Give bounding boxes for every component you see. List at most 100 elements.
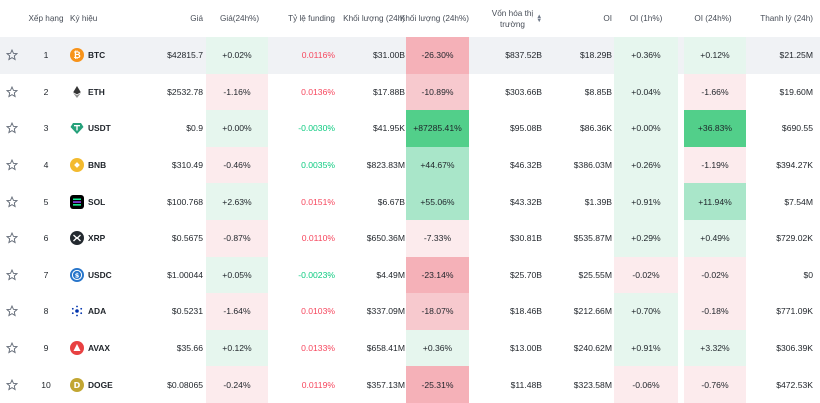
price-cell: $0.5675 [140,220,203,257]
table-row[interactable]: 6 XRP $0.5675 -0.87% 0.0110% $650.36M -7.33% $3… [0,220,820,257]
star-icon[interactable] [6,85,18,98]
header-mcap-line2: trường [500,19,525,29]
table-row[interactable]: 7 $ USDC $1.00044 +0.05% -0.0023% $4.49M -23.14… [0,256,820,294]
change-cell-value: -1.16% [223,86,251,97]
favorite-star-button[interactable] [4,37,20,74]
funding-cell: 0.0110% [268,220,335,257]
header-liquidation[interactable]: Thanh lý (24h) [760,14,813,23]
table-row[interactable]: 1 ₿ BTC $42815.7 +0.02% 0.0116% $31.00B -26.30%… [0,37,820,74]
funding-cell: 0.0136% [268,74,335,111]
funding-cell-value: -0.0030% [298,123,335,134]
symbol-cell[interactable]: $ USDC [70,257,130,294]
volume-change-cell-value: -7.33% [423,233,452,244]
rank-cell: 2 [24,74,68,111]
sort-icon[interactable]: ▲ ▼ [536,13,543,24]
table-row[interactable]: 9 AVAX $35.66 +0.12% 0.0133% $658.41M +0.36% $1… [0,329,820,367]
open-interest-cell-value: $323.58M [573,379,612,390]
oi-24h-cell-value: +0.12% [700,50,730,61]
liquidation-cell-value: $394.27K [776,160,813,171]
table-row[interactable]: 3 USDT $0.9 +0.00% -0.0030% $41.95K +87285.41%… [0,110,820,147]
symbol-cell[interactable]: ADA [70,293,130,330]
table-row[interactable]: 10 D DOGE $0.08065 -0.24% 0.0119% $357.13M -25.… [0,366,820,403]
favorite-star-button[interactable] [4,74,20,111]
volume-change-cell: -10.89% [406,73,469,111]
star-icon[interactable] [6,378,18,391]
favorite-star-button[interactable] [4,257,20,294]
symbol-cell[interactable]: SOL [70,183,130,220]
volume-change-cell: -23.14% [406,256,469,294]
table-row[interactable]: 8 ADA $0.5231 -1.64% 0.0103% $337.09M -18.07% $… [0,293,820,330]
open-interest-cell-value: $8.85B [584,86,612,97]
market-cap-cell-value: $837.52B [505,50,542,61]
volume-change-cell-value: -18.07% [421,306,454,317]
header-oi-24h[interactable]: OI (24h%) [694,14,732,23]
favorite-star-button[interactable] [4,330,20,367]
star-icon[interactable] [6,122,18,134]
oi-1h-cell: +0.04% [614,73,678,111]
market-cap-cell-value: $18.46B [509,306,542,317]
favorite-star-button[interactable] [4,147,20,184]
star-icon[interactable] [6,232,18,244]
star-icon[interactable] [6,342,18,354]
market-cap-cell: $837.52B [469,37,542,74]
star-icon[interactable] [6,268,18,281]
volume-cell-value: $6.67B [377,196,405,207]
table-row[interactable]: 5 SOL $100.768 +2.63% 0.0151% $6.67B +55.06% $4… [0,183,820,220]
volume-change-cell: +44.67% [406,146,469,184]
symbol-cell[interactable]: BNB [70,147,130,184]
symbol-cell[interactable]: XRP [70,220,130,257]
symbol-cell[interactable]: D DOGE [70,366,130,403]
star-icon[interactable] [6,159,18,171]
symbol-cell[interactable]: ₿ BTC [70,37,130,74]
open-interest-cell: $1.39B [548,183,612,220]
header-oi[interactable]: OI [603,14,612,23]
volume-change-cell: +87285.41% [406,110,469,147]
favorite-star-button[interactable] [4,110,20,147]
header-volume-change[interactable]: Khối lượng (24h%) [399,14,469,23]
favorite-star-button[interactable] [4,293,20,330]
change-cell: +0.02% [206,37,268,74]
star-icon[interactable] [6,195,18,208]
price-cell: $310.49 [140,147,203,184]
market-cap-cell-value: $46.32B [509,160,542,171]
price-cell: $0.9 [140,110,203,147]
header-volume[interactable]: Khối lượng (24h) [343,14,405,23]
header-change[interactable]: Giá(24h%) [220,14,260,23]
volume-cell-value: $357.13M [366,379,405,390]
favorite-star-button[interactable] [4,183,20,220]
symbol-cell[interactable]: AVAX [70,330,130,367]
rank-cell-value: 10 [41,379,51,390]
symbol-cell[interactable]: ETH [70,74,130,111]
header-rank[interactable]: Xếp hạng [28,14,64,23]
symbol-cell[interactable]: USDT [70,110,130,147]
open-interest-cell: $18.29B [548,37,612,74]
table-row[interactable]: 4 BNB $310.49 -0.46% 0.0035% $823.83M +44.67% $… [0,146,820,184]
favorite-star-button[interactable] [4,220,20,257]
header-price[interactable]: Giá [190,14,203,23]
favorite-star-button[interactable] [4,366,20,403]
star-icon[interactable] [6,49,18,61]
funding-cell-value: 0.0136% [301,86,335,97]
volume-change-cell-value: -10.89% [421,86,454,97]
change-cell: -0.46% [206,146,268,184]
header-oi-1h[interactable]: OI (1h%) [629,14,663,23]
header-funding[interactable]: Tỷ lệ funding [288,14,335,23]
funding-cell-value: 0.0110% [301,233,335,244]
volume-cell-value: $650.36M [366,233,405,244]
volume-cell-value: $41.95K [372,123,405,134]
liquidation-cell-value: $0 [803,269,813,280]
symbol-label: USDT [88,123,111,134]
volume-change-cell: -26.30% [406,37,469,74]
liquidation-cell-value: $690.55 [781,123,813,134]
volume-cell-value: $823.83M [366,160,405,171]
eth-icon [70,85,84,99]
header-mcap[interactable]: Vốn hóa thị trường ▲ ▼ [488,0,546,37]
oi-24h-cell: +36.83% [684,110,746,147]
price-cell-value: $0.08065 [167,379,203,390]
table-row[interactable]: 2 ETH $2532.78 -1.16% 0.0136% $17.88B -10.89% $… [0,73,820,111]
header-mcap-line1: Vốn hóa thị [491,8,534,18]
header-symbol[interactable]: Ký hiệu [70,14,98,23]
market-cap-cell: $25.70B [469,257,542,294]
change-cell-value: -0.24% [223,379,251,390]
star-icon[interactable] [6,305,18,317]
